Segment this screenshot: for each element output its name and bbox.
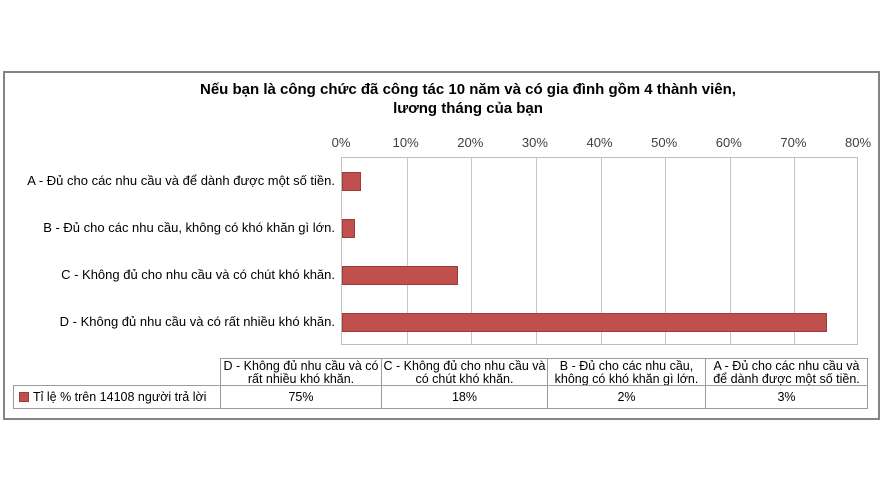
gridline — [601, 158, 602, 344]
x-axis-tick-label: 10% — [392, 135, 419, 150]
plot-area — [341, 157, 858, 345]
category-label-c: C - Không đủ cho nhu cầu và có chút khó … — [61, 267, 335, 282]
chart-title-line-2: lương tháng của bạn — [393, 100, 543, 117]
table-header-cell: C - Không đủ cho nhu cầu và có chút khó … — [382, 359, 548, 386]
gridline — [471, 158, 472, 344]
bar-c — [342, 266, 458, 285]
table-header-cell: B - Đủ cho các nhu cầu, không có khó khă… — [548, 359, 706, 386]
bar-a — [342, 172, 361, 191]
chart-title: Nếu bạn là công chức đã công tác 10 năm … — [55, 80, 881, 118]
table-header-cell: A - Đủ cho các nhu cầu và để dành được m… — [706, 359, 868, 386]
gridline — [665, 158, 666, 344]
data-table-value-row: Tỉ lệ % trên 14108 người trả lời 75% 18% 2… — [13, 385, 868, 409]
category-label-d: D - Không đủ nhu cầu và có rất nhiều khó… — [59, 314, 335, 329]
bar-b — [342, 219, 355, 238]
chart-title-line-1: Nếu bạn là công chức đã công tác 10 năm … — [200, 81, 736, 98]
x-axis-tick-label: 80% — [844, 135, 872, 150]
gridline — [407, 158, 408, 344]
category-label-a: A - Đủ cho các nhu cầu và để dành được m… — [27, 173, 335, 188]
table-value-cell: 75% — [221, 386, 382, 408]
category-label-b: B - Đủ cho các nhu cầu, không có khó khă… — [43, 220, 335, 235]
table-value-cell: 2% — [548, 386, 706, 408]
x-axis-tick-label: 60% — [715, 135, 742, 150]
table-value-cell: 3% — [706, 386, 868, 408]
x-axis-tick-label: 40% — [586, 135, 613, 150]
gridline — [730, 158, 731, 344]
series-legend-key-icon — [19, 392, 29, 402]
x-axis-tick-label: 70% — [780, 135, 807, 150]
table-header-cell: D - Không đủ nhu cầu và có rất nhiều khó… — [221, 359, 382, 386]
x-axis-tick-label: 20% — [457, 135, 484, 150]
bar-d — [342, 313, 827, 332]
x-axis-tick-label: 30% — [521, 135, 548, 150]
gridline — [794, 158, 795, 344]
gridline — [536, 158, 537, 344]
x-axis-tick-label: 0% — [331, 135, 351, 150]
table-value-cell: 18% — [382, 386, 548, 408]
series-label: Tỉ lệ % trên 14108 người trả lời — [33, 390, 207, 404]
data-table-header-row: D - Không đủ nhu cầu và có rất nhiều khó… — [220, 358, 868, 386]
data-table-series-label-cell: Tỉ lệ % trên 14108 người trả lời — [14, 386, 221, 408]
x-axis-tick-label: 50% — [651, 135, 678, 150]
